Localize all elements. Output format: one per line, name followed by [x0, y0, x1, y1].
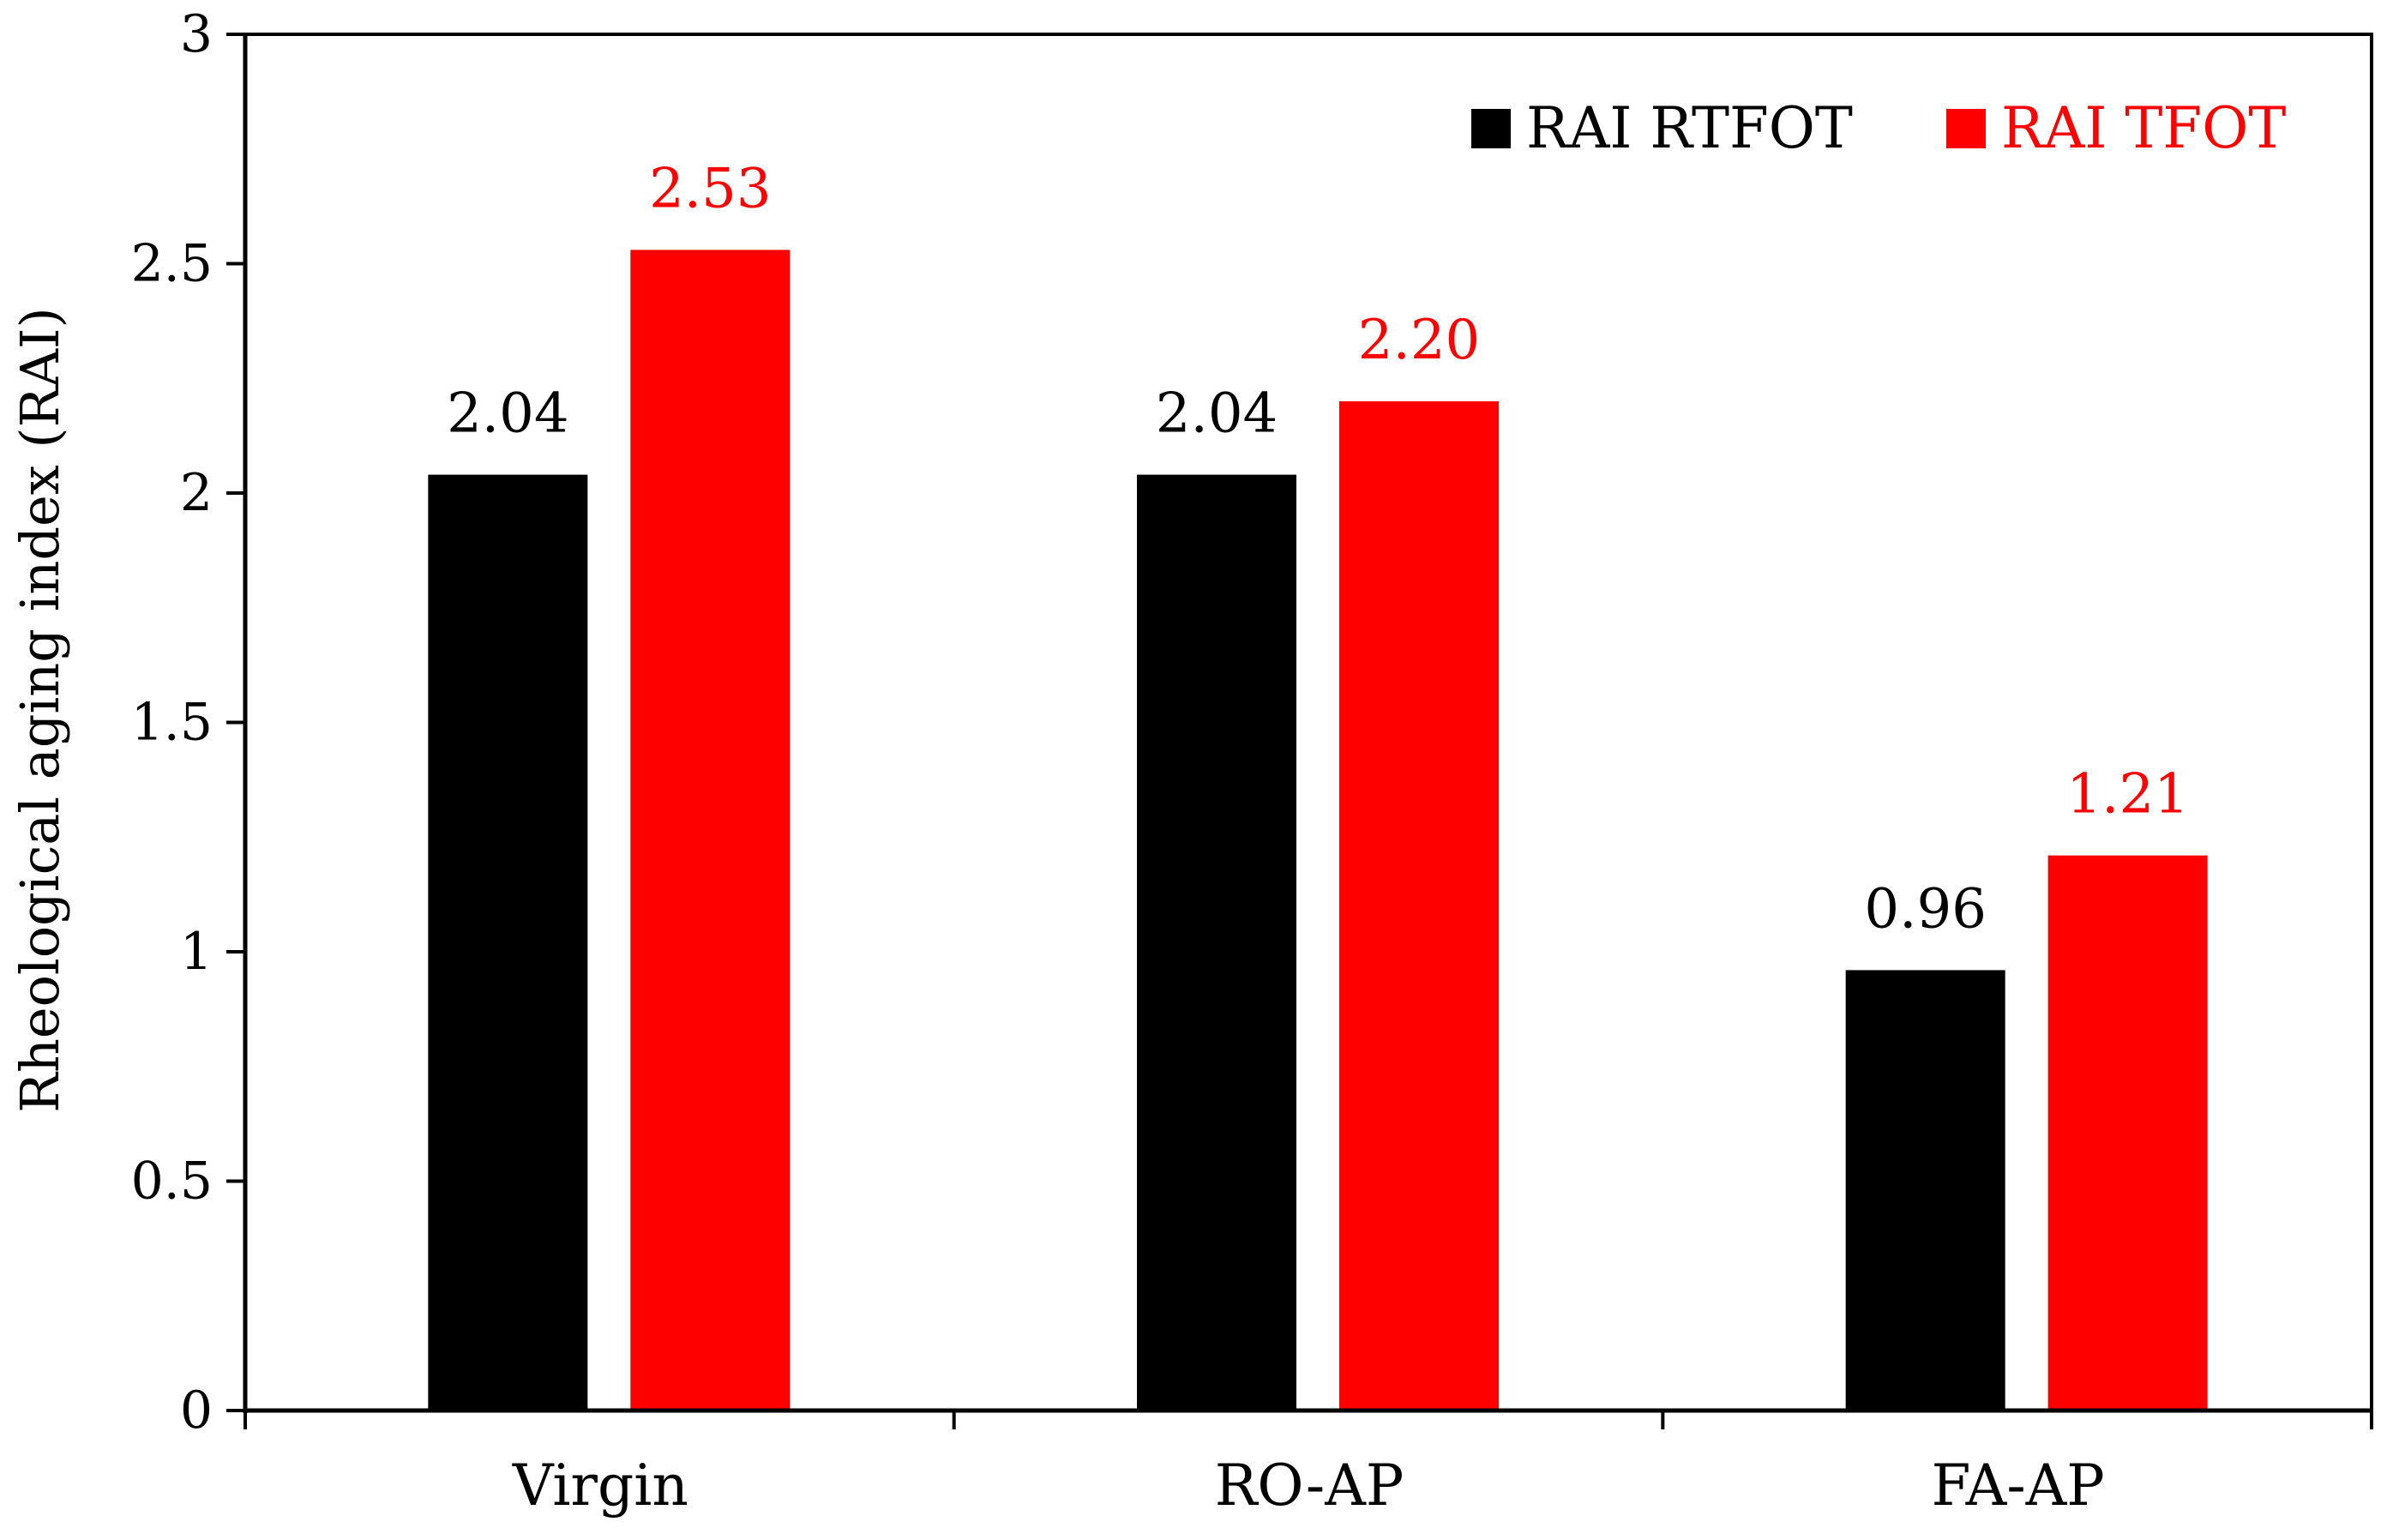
y-tick-label: 1.5	[131, 693, 213, 753]
y-tick-label: 0	[180, 1381, 213, 1441]
y-tick-label: 3	[180, 4, 213, 64]
bar-rai-rtfot-fa-ap	[1845, 970, 2005, 1411]
data-labels: 2.04 2.53 2.04 2.20 0.96 1.21	[447, 157, 2189, 941]
x-axis-ticks	[244, 1411, 2373, 1429]
data-label-rai-tfot-ro-ap: 2.20	[1358, 309, 1481, 372]
legend-swatch-rai-rtfot	[1471, 109, 1511, 148]
data-label-rai-rtfot-ro-ap: 2.04	[1156, 382, 1278, 446]
y-tick-label: 2	[180, 463, 213, 523]
legend-swatch-rai-tfot	[1946, 109, 1986, 148]
bar-rai-tfot-virgin	[630, 250, 791, 1411]
bar-rai-tfot-fa-ap	[2047, 855, 2208, 1411]
data-label-rai-tfot-virgin: 2.53	[649, 157, 772, 220]
bar-rai-tfot-ro-ap	[1339, 401, 1499, 1411]
legend-label-rai-tfot: RAI TFOT	[2001, 95, 2286, 161]
category-label-virgin: Virgin	[512, 1453, 688, 1519]
data-label-rai-rtfot-fa-ap: 0.96	[1864, 877, 1987, 941]
category-labels: Virgin RO-AP FA-AP	[512, 1453, 2105, 1519]
bars	[428, 250, 2208, 1411]
y-tick-label: 0.5	[131, 1152, 213, 1212]
y-axis-title: Rheological aging index (RAI)	[9, 307, 71, 1112]
bar-rai-rtfot-virgin	[428, 474, 588, 1411]
legend-label-rai-rtfot: RAI RTFOT	[1526, 95, 1853, 161]
category-label-ro-ap: RO-AP	[1215, 1453, 1404, 1519]
plot-frame	[243, 33, 2373, 1413]
y-axis-ticks: 0 0.5 1 1.5 2 2.5 3	[131, 4, 245, 1441]
y-tick-label: 2.5	[131, 234, 213, 294]
bar-rai-rtfot-ro-ap	[1137, 474, 1296, 1411]
y-tick-label: 1	[180, 922, 213, 982]
data-label-rai-rtfot-virgin: 2.04	[447, 382, 569, 446]
legend: RAI RTFOT RAI TFOT	[1471, 95, 2286, 161]
category-label-fa-ap: FA-AP	[1932, 1453, 2105, 1519]
data-label-rai-tfot-fa-ap: 1.21	[2066, 763, 2189, 827]
